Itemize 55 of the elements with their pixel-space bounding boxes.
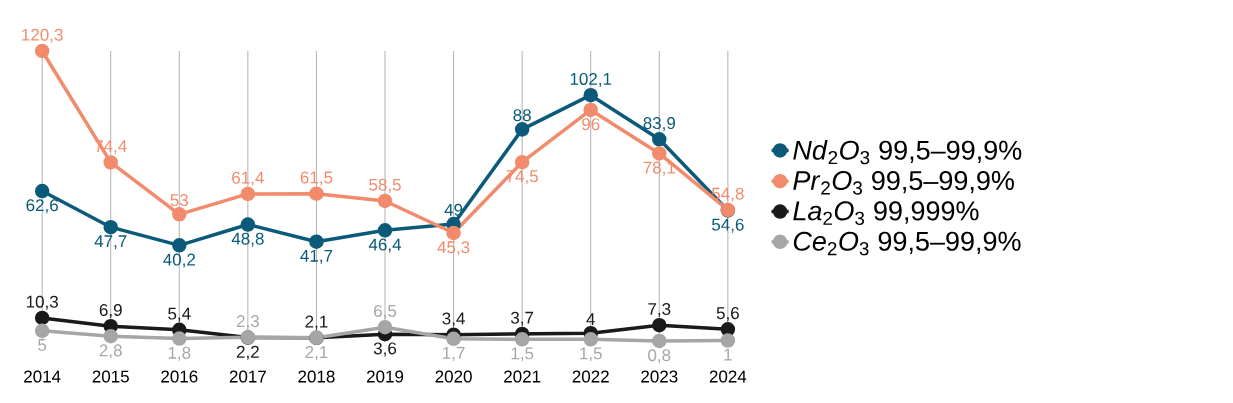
data-label: 4 [586,313,595,326]
data-label: 45,3 [437,241,470,256]
x-tick-label: 2019 [366,370,404,383]
data-label: 5,4 [168,307,191,322]
data-label: 102,1 [570,72,612,87]
x-tick-label: 2022 [572,370,609,383]
data-label: 1,5 [511,347,534,362]
data-label: 62,6 [26,199,58,214]
data-label: 2,2 [236,345,259,360]
data-label: 6,9 [99,303,122,318]
data-label: 46,4 [368,238,402,253]
data-label: 5,6 [716,307,739,322]
data-label: 40,2 [163,253,195,268]
data-label: 61,5 [300,171,333,186]
x-tick-label: 2024 [709,370,747,383]
data-label: 3,7 [510,311,534,326]
data-label: 5 [38,338,47,351]
data-label: 58,5 [369,178,401,193]
data-label: 83,9 [643,117,676,132]
data-label: 2,3 [236,315,259,330]
legend-label: Ce$_{2}$O$_{3}$ 99,5–99,9% [793,231,1021,256]
data-label: 1 [724,348,732,361]
data-label: 54,6 [712,218,744,233]
data-label: 2,1 [305,315,328,330]
data-label: 1,5 [580,347,602,362]
data-label: 78,1 [643,161,676,176]
data-label: 3,6 [373,342,397,357]
data-label: 1,7 [443,347,465,361]
x-tick-label: 2017 [229,370,266,383]
data-label: 2,1 [305,346,328,361]
x-tick-label: 2023 [641,370,678,383]
data-label: 48,8 [231,232,264,247]
data-label: 53 [170,194,188,207]
data-label: 7,3 [648,302,671,318]
data-label: 41,7 [300,249,333,264]
data-label: 2,8 [99,344,122,359]
data-label: 61,4 [232,171,264,186]
data-label: 10,3 [26,295,58,310]
data-label: 47,7 [94,235,127,250]
legend-label: La$_{2}$O$_{3}$ 99,999% [793,201,979,226]
data-label: 88 [513,109,531,122]
x-tick-label: 2020 [435,370,472,383]
x-tick-label: 2021 [504,370,541,383]
x-tick-label: 2015 [92,370,129,383]
data-label: 96 [582,118,600,131]
data-label: 3,4 [442,312,465,327]
data-label: 1,8 [168,346,191,361]
legend-label: Nd$_{2}$O$_{3}$ 99,5–99,9% [793,139,1022,165]
data-label: 120,3 [22,28,63,43]
x-tick-label: 2014 [24,370,61,383]
x-tick-label: 2018 [298,370,335,383]
data-label: 0,8 [648,349,671,364]
legend-label: Pr$_{2}$O$_{3}$ 99,5–99,9% [793,170,1014,195]
x-tick-label: 2016 [161,370,198,383]
data-label: 6,5 [374,304,397,319]
